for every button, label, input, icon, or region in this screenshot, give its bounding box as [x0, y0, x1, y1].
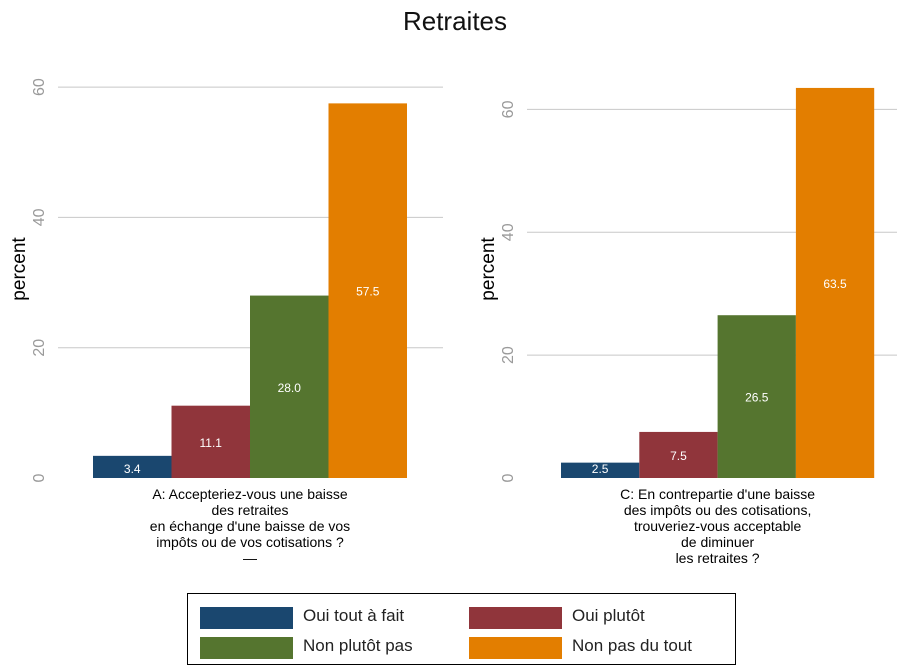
bar [93, 455, 172, 478]
legend-label: Non pas du tout [572, 636, 693, 655]
x-axis-caption-line: de diminuer [681, 534, 754, 550]
x-axis-caption-line: A: Accepteriez-vous une baisse [152, 486, 348, 502]
x-axis-caption-line: des retraites [211, 502, 288, 518]
chart-title: Retraites [403, 6, 507, 36]
legend: Oui tout à fait Oui plutôt Non plutôt pa… [187, 593, 736, 665]
bar [639, 431, 718, 478]
bar-value-label: 3.4 [124, 462, 141, 476]
y-tick-label: 60 [31, 78, 48, 96]
x-axis-caption-line: en échange d'une baisse de vos [150, 518, 350, 534]
x-axis-caption-line: impôts ou de vos cotisations ? [156, 534, 344, 550]
y-tick-label: 40 [500, 223, 517, 241]
legend-swatch [200, 607, 293, 629]
y-tick-label: 0 [31, 473, 48, 482]
legend-label: Non plutôt pas [303, 636, 413, 655]
y-tick-label: 60 [500, 100, 517, 118]
legend-swatch [200, 637, 293, 659]
x-axis-caption-line: les retraites ? [676, 550, 760, 566]
x-axis-caption-line: trouveriez-vous acceptable [634, 518, 802, 534]
y-tick-label: 20 [500, 346, 517, 364]
bar [328, 103, 407, 478]
chart-canvas: Retraites 0 20 40 60 percent 3.4 11.1 28.0 57.5 A… [9, 6, 897, 566]
bar [171, 405, 250, 478]
y-tick-label: 40 [31, 208, 48, 226]
bar [717, 315, 796, 478]
x-axis-caption-line: C: En contrepartie d'une baisse [620, 486, 815, 502]
y-axis-label: percent [9, 237, 30, 301]
bar-value-label: 26.5 [745, 391, 769, 405]
bar-value-label: 7.5 [670, 449, 687, 463]
legend-swatch [469, 637, 562, 659]
y-axis-label: percent [478, 237, 499, 301]
x-axis-caption-line: des impôts ou des cotisations, [624, 502, 812, 518]
bar-value-label: 63.5 [823, 277, 847, 291]
legend-label: Oui tout à fait [303, 606, 405, 625]
chart-panel-1: 0 20 40 60 percent 3.4 11.1 28.0 57.5 A: Accepter… [9, 78, 443, 566]
bar-value-label: 2.5 [592, 462, 609, 476]
y-tick-label: 20 [31, 339, 48, 357]
bar-value-label: 11.1 [200, 436, 223, 450]
bar [561, 462, 640, 478]
bar [795, 87, 875, 478]
bar [250, 295, 329, 478]
bar-value-label: 28.0 [278, 381, 302, 395]
x-axis-caption-line: — [243, 550, 257, 566]
chart-panel-2: 0 20 40 60 percent 2.5 7.5 26.5 63.5 C: En contre… [478, 87, 897, 566]
legend-label: Oui plutôt [572, 606, 645, 625]
bar-value-label: 57.5 [356, 285, 380, 299]
y-tick-label: 0 [500, 473, 517, 482]
legend-swatch [469, 607, 562, 629]
